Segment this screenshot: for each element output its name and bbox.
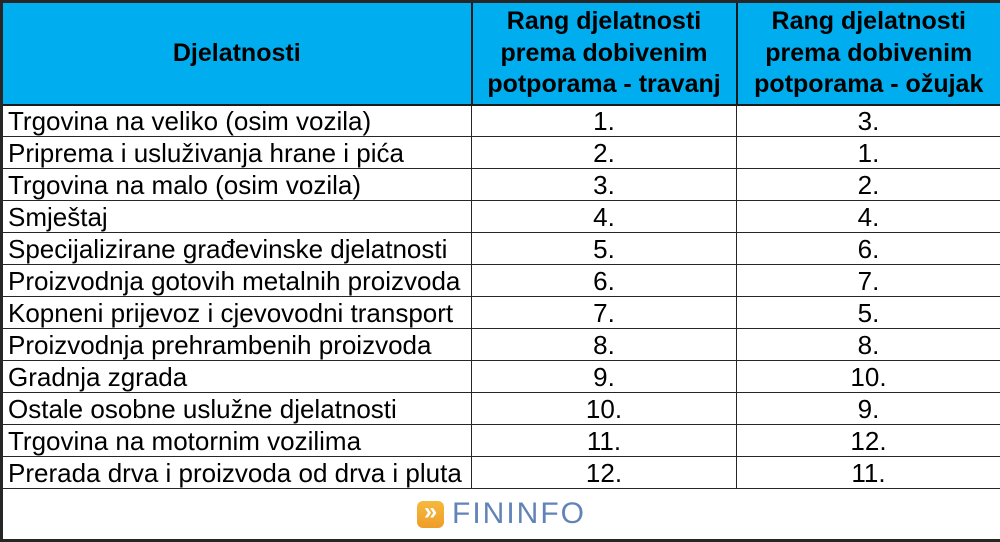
table-row: Prerada drva i proizvoda od drva i pluta… xyxy=(1,456,1000,489)
table-row: Priprema i usluživanja hrane i pića 2. 1… xyxy=(1,136,1000,169)
rank-travanj: 6. xyxy=(471,264,737,297)
rank-ozujak: 10. xyxy=(736,360,1000,393)
rank-travanj: 9. xyxy=(471,360,737,393)
table-row: Smještaj 4. 4. xyxy=(1,200,1000,233)
rank-travanj: 4. xyxy=(471,200,737,233)
rank-travanj: 11. xyxy=(471,424,737,457)
table-row: Gradnja zgrada 9. 10. xyxy=(1,360,1000,393)
rank-travanj: 7. xyxy=(471,296,737,329)
column-header-djelatnosti: Djelatnosti xyxy=(0,0,473,106)
rank-travanj: 2. xyxy=(471,136,737,169)
fininfo-logo: » FININFO xyxy=(417,497,586,531)
rank-ozujak: 12. xyxy=(736,424,1000,457)
footer-row: » FININFO xyxy=(1,488,1000,541)
activity-name: Prerada drva i proizvoda od drva i pluta xyxy=(1,456,472,489)
rank-ozujak: 2. xyxy=(736,168,1000,201)
rank-ozujak: 3. xyxy=(736,104,1000,137)
activity-name: Specijalizirane građevinske djelatnosti xyxy=(1,232,472,265)
table-row: Specijalizirane građevinske djelatnosti … xyxy=(1,232,1000,265)
fininfo-logo-text: FININFO xyxy=(452,497,586,530)
rank-ozujak: 9. xyxy=(736,392,1000,425)
rank-ozujak: 11. xyxy=(736,456,1000,489)
activity-name: Trgovina na veliko (osim vozila) xyxy=(1,104,472,137)
column-header-rank-ozujak: Rang djelatnosti prema dobivenim potpora… xyxy=(735,0,1000,106)
column-header-rank-travanj: Rang djelatnosti prema dobivenim potpora… xyxy=(470,0,738,106)
rank-travanj: 8. xyxy=(471,328,737,361)
rank-travanj: 5. xyxy=(471,232,737,265)
rank-travanj: 12. xyxy=(471,456,737,489)
activity-name: Trgovina na malo (osim vozila) xyxy=(1,168,472,201)
rank-ozujak: 5. xyxy=(736,296,1000,329)
activity-name: Gradnja zgrada xyxy=(1,360,472,393)
activity-name: Priprema i usluživanja hrane i pića xyxy=(1,136,472,169)
rank-travanj: 3. xyxy=(471,168,737,201)
table-row: Trgovina na veliko (osim vozila) 1. 3. xyxy=(1,104,1000,137)
activity-name: Kopneni prijevoz i cjevovodni transport xyxy=(1,296,472,329)
rank-travanj: 10. xyxy=(471,392,737,425)
fininfo-chevron-icon: » xyxy=(417,500,444,528)
activity-name: Trgovina na motornim vozilima xyxy=(1,424,472,457)
activity-name: Ostale osobne uslužne djelatnosti xyxy=(1,392,472,425)
rank-ozujak: 4. xyxy=(736,200,1000,233)
table-row: Ostale osobne uslužne djelatnosti 10. 9. xyxy=(1,392,1000,425)
table-row: Proizvodnja prehrambenih proizvoda 8. 8. xyxy=(1,328,1000,361)
rank-ozujak: 7. xyxy=(736,264,1000,297)
table-row: Kopneni prijevoz i cjevovodni transport … xyxy=(1,296,1000,329)
table-header-row: Djelatnosti Rang djelatnosti prema dobiv… xyxy=(0,0,1000,106)
rank-ozujak: 6. xyxy=(736,232,1000,265)
rank-travanj: 1. xyxy=(471,104,737,137)
footer-logo-cell: » FININFO xyxy=(1,488,1000,541)
rank-ozujak: 8. xyxy=(736,328,1000,361)
rank-ozujak: 1. xyxy=(736,136,1000,169)
table-row: Trgovina na motornim vozilima 11. 12. xyxy=(1,424,1000,457)
activity-name: Smještaj xyxy=(1,200,472,233)
table-row: Proizvodnja gotovih metalnih proizvoda 6… xyxy=(1,264,1000,297)
table-row: Trgovina na malo (osim vozila) 3. 2. xyxy=(1,168,1000,201)
activity-name: Proizvodnja prehrambenih proizvoda xyxy=(1,328,472,361)
activity-name: Proizvodnja gotovih metalnih proizvoda xyxy=(1,264,472,297)
